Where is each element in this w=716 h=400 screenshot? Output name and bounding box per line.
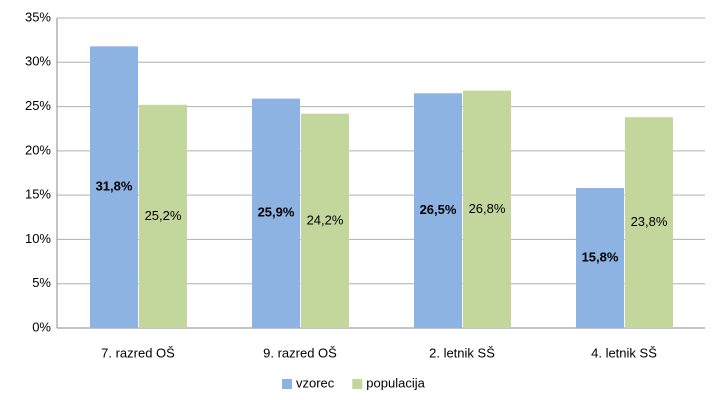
legend-swatch xyxy=(352,379,363,389)
bar xyxy=(414,93,462,329)
y-tick-label: 35% xyxy=(25,9,51,24)
data-label: 23,8% xyxy=(631,214,668,229)
y-tick-label: 25% xyxy=(25,98,51,113)
bar xyxy=(463,90,511,328)
bar xyxy=(139,104,187,328)
y-tick-label: 30% xyxy=(25,54,51,69)
data-label: 25,9% xyxy=(258,205,295,220)
data-label: 26,8% xyxy=(469,201,506,216)
y-tick-label: 10% xyxy=(25,231,51,246)
legend-swatch xyxy=(282,379,292,389)
legend-label: vzorec xyxy=(296,375,335,390)
x-tick-label: 9. razred OŠ xyxy=(263,345,337,360)
bar xyxy=(252,98,300,328)
y-tick-label: 20% xyxy=(25,142,51,157)
x-tick-label: 7. razred OŠ xyxy=(101,345,175,360)
bar xyxy=(301,113,349,329)
data-label: 24,2% xyxy=(307,212,344,227)
bar xyxy=(576,188,624,328)
data-label: 31,8% xyxy=(96,179,133,194)
bar xyxy=(90,46,138,328)
legend-label: populacija xyxy=(366,375,425,390)
data-label: 26,5% xyxy=(420,202,457,217)
y-tick-label: 0% xyxy=(32,319,51,334)
bar xyxy=(625,117,673,328)
x-tick-label: 2. letnik SŠ xyxy=(429,345,495,360)
y-tick-label: 15% xyxy=(25,187,51,202)
y-tick-label: 5% xyxy=(32,275,51,290)
x-tick-label: 4. letnik SŠ xyxy=(591,345,657,360)
data-label: 25,2% xyxy=(145,208,182,223)
data-label: 15,8% xyxy=(582,249,619,264)
